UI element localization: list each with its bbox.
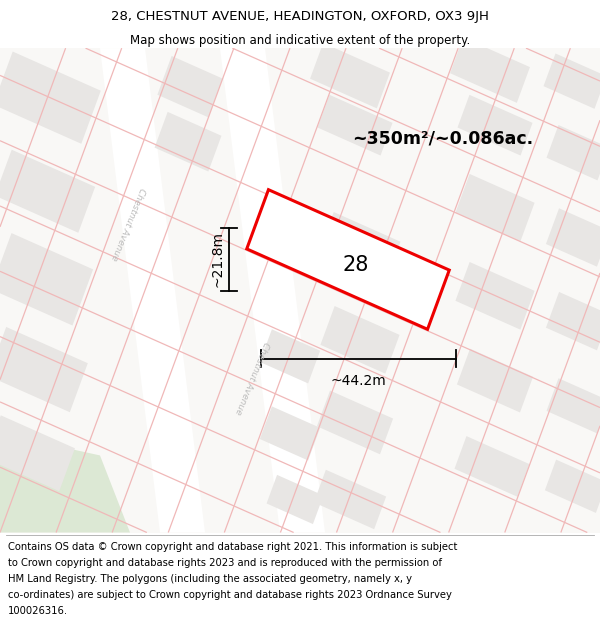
Text: Chestnut Avenue: Chestnut Avenue [233, 341, 271, 416]
Polygon shape [0, 433, 130, 532]
Text: 100026316.: 100026316. [8, 606, 68, 616]
Text: HM Land Registry. The polygons (including the associated geometry, namely x, y: HM Land Registry. The polygons (includin… [8, 574, 412, 584]
Polygon shape [450, 38, 530, 103]
Polygon shape [546, 208, 600, 267]
Text: ~350m²/~0.086ac.: ~350m²/~0.086ac. [352, 129, 533, 148]
Polygon shape [314, 470, 386, 529]
Text: co-ordinates) are subject to Crown copyright and database rights 2023 Ordnance S: co-ordinates) are subject to Crown copyr… [8, 590, 452, 600]
Polygon shape [547, 378, 600, 434]
Text: Chestnut Avenue: Chestnut Avenue [109, 187, 147, 262]
Polygon shape [155, 112, 221, 171]
Text: 28, CHESTNUT AVENUE, HEADINGTON, OXFORD, OX3 9JH: 28, CHESTNUT AVENUE, HEADINGTON, OXFORD,… [111, 9, 489, 22]
Polygon shape [0, 51, 101, 144]
Polygon shape [545, 459, 600, 513]
Text: ~44.2m: ~44.2m [330, 374, 386, 388]
Polygon shape [547, 125, 600, 181]
Polygon shape [546, 292, 600, 351]
Polygon shape [260, 329, 320, 383]
Text: 28: 28 [343, 255, 369, 275]
Polygon shape [100, 48, 205, 532]
Polygon shape [260, 406, 320, 461]
Text: ~21.8m: ~21.8m [211, 231, 224, 288]
Text: Contains OS data © Crown copyright and database right 2021. This information is : Contains OS data © Crown copyright and d… [8, 542, 457, 552]
Polygon shape [157, 56, 223, 118]
Polygon shape [317, 391, 393, 454]
Polygon shape [320, 212, 400, 281]
Polygon shape [0, 233, 93, 326]
Text: to Crown copyright and database rights 2023 and is reproduced with the permissio: to Crown copyright and database rights 2… [8, 558, 442, 568]
Polygon shape [454, 436, 530, 497]
Polygon shape [0, 415, 75, 491]
Polygon shape [455, 174, 535, 242]
Polygon shape [220, 48, 325, 532]
Polygon shape [457, 95, 533, 156]
Polygon shape [266, 475, 323, 524]
Text: Map shows position and indicative extent of the property.: Map shows position and indicative extent… [130, 34, 470, 47]
Polygon shape [247, 189, 449, 329]
Polygon shape [455, 262, 535, 329]
Polygon shape [0, 150, 95, 232]
Polygon shape [320, 306, 400, 374]
Polygon shape [0, 327, 88, 412]
Polygon shape [310, 43, 390, 108]
Polygon shape [544, 54, 600, 109]
Polygon shape [317, 95, 392, 156]
Polygon shape [457, 349, 533, 413]
